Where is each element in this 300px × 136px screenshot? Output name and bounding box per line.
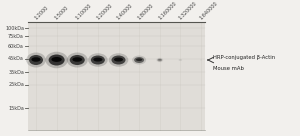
- Ellipse shape: [32, 57, 40, 62]
- Ellipse shape: [45, 52, 68, 68]
- Ellipse shape: [157, 58, 162, 61]
- Text: 1:10000: 1:10000: [75, 3, 93, 21]
- Ellipse shape: [109, 53, 128, 67]
- Ellipse shape: [49, 55, 64, 66]
- Text: 1:2000: 1:2000: [34, 5, 49, 21]
- Ellipse shape: [29, 55, 43, 65]
- Ellipse shape: [88, 53, 108, 67]
- Text: Mouse mAb: Mouse mAb: [213, 66, 244, 70]
- Ellipse shape: [114, 58, 123, 62]
- Text: 1:80000: 1:80000: [136, 3, 154, 21]
- Text: 100kDa: 100kDa: [5, 26, 24, 30]
- Text: 1:160000: 1:160000: [157, 1, 177, 21]
- Ellipse shape: [132, 55, 146, 64]
- Ellipse shape: [158, 59, 161, 61]
- Ellipse shape: [91, 55, 105, 64]
- Ellipse shape: [156, 58, 163, 62]
- Ellipse shape: [134, 57, 144, 63]
- Ellipse shape: [93, 58, 102, 62]
- Ellipse shape: [70, 55, 85, 65]
- Ellipse shape: [72, 57, 82, 62]
- Ellipse shape: [51, 57, 62, 62]
- Text: 75kDa: 75kDa: [8, 33, 24, 38]
- Text: 1:640000: 1:640000: [199, 1, 219, 21]
- Text: 1:40000: 1:40000: [116, 3, 134, 21]
- Text: 15kDa: 15kDa: [8, 106, 24, 110]
- Ellipse shape: [67, 52, 88, 67]
- Text: 1:5000: 1:5000: [54, 5, 70, 21]
- Ellipse shape: [112, 55, 125, 64]
- Text: 45kDa: 45kDa: [8, 56, 24, 61]
- Ellipse shape: [26, 52, 46, 67]
- Text: 60kDa: 60kDa: [8, 44, 24, 49]
- Bar: [28, 22, 205, 130]
- Ellipse shape: [179, 59, 182, 61]
- Text: HRP-conjugated β-Actin: HRP-conjugated β-Actin: [213, 55, 275, 60]
- Text: 1:20000: 1:20000: [95, 3, 113, 21]
- Text: 1:320000: 1:320000: [178, 1, 198, 21]
- Text: 25kDa: 25kDa: [8, 83, 24, 87]
- Ellipse shape: [136, 58, 142, 61]
- Text: 35kDa: 35kDa: [8, 69, 24, 75]
